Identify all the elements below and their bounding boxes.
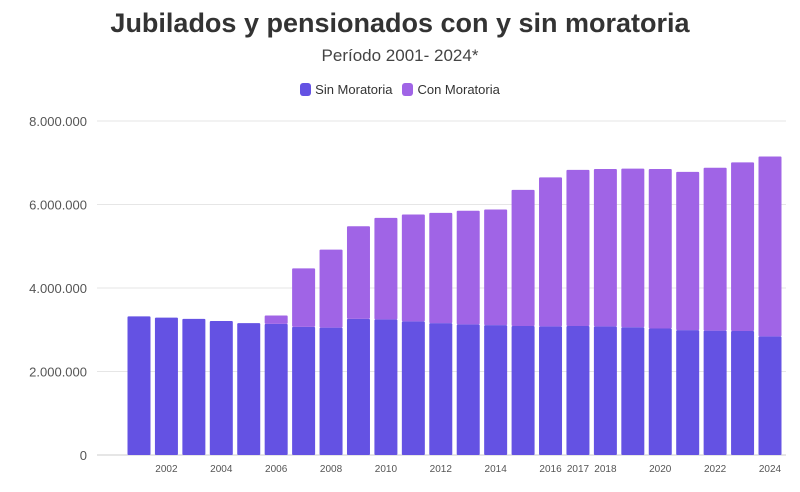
legend-swatch-con-moratoria [402, 83, 414, 96]
y-tick-label: 6.000.000 [29, 198, 87, 213]
bar-con-moratoria-2019 [621, 168, 645, 328]
bar-con-moratoria-2009 [346, 226, 370, 319]
chart-title: Jubilados y pensionados con y sin morato… [110, 8, 690, 38]
bar-sin-moratoria-2007 [292, 326, 316, 455]
y-tick-label: 4.000.000 [29, 281, 87, 296]
bar-con-moratoria-2012 [429, 212, 453, 324]
x-tick-label: 2008 [320, 464, 343, 475]
x-tick-label: 2002 [155, 464, 178, 475]
bar-sin-moratoria-2013 [456, 324, 480, 455]
bar-sin-moratoria-2016 [539, 326, 563, 455]
chart-subtitle: Período 2001- 2024* [321, 46, 479, 65]
x-tick-label: 2016 [539, 464, 562, 475]
legend-label-con-moratoria: Con Moratoria [417, 82, 500, 97]
bar-sin-moratoria-2004 [209, 320, 233, 455]
bar-sin-moratoria-2003 [182, 318, 206, 455]
bar-con-moratoria-2023 [731, 162, 755, 332]
bar-con-moratoria-2006 [264, 315, 288, 324]
legend-label-sin-moratoria: Sin Moratoria [315, 82, 393, 97]
bar-con-moratoria-2008 [319, 249, 343, 328]
bar-sin-moratoria-2020 [648, 328, 672, 455]
bar-sin-moratoria-2001 [127, 316, 151, 455]
bar-sin-moratoria-2011 [401, 321, 425, 455]
x-tick-label: 2006 [265, 464, 288, 475]
x-tick-label: 2012 [430, 464, 453, 475]
x-tick-label: 2022 [704, 464, 727, 475]
bar-con-moratoria-2022 [703, 167, 727, 331]
x-tick-label: 2018 [594, 464, 617, 475]
bar-sin-moratoria-2023 [731, 331, 755, 455]
bar-sin-moratoria-2014 [484, 325, 508, 455]
x-tick-label: 2014 [485, 464, 508, 475]
bar-con-moratoria-2021 [676, 171, 700, 331]
bar-con-moratoria-2020 [648, 169, 672, 329]
legend: Sin Moratoria Con Moratoria [0, 82, 800, 97]
y-tick-label: 0 [80, 448, 87, 463]
bar-sin-moratoria-2002 [154, 317, 178, 455]
bar-con-moratoria-2018 [593, 169, 617, 327]
bar-sin-moratoria-2019 [621, 327, 645, 455]
bar-con-moratoria-2010 [374, 217, 398, 320]
bar-sin-moratoria-2012 [429, 323, 453, 455]
bar-con-moratoria-2013 [456, 210, 480, 325]
legend-item-sin-moratoria: Sin Moratoria [300, 82, 392, 97]
x-tick-label: 2010 [375, 464, 398, 475]
bar-con-moratoria-2007 [292, 268, 316, 327]
bar-con-moratoria-2011 [401, 214, 425, 322]
y-tick-label: 2.000.000 [29, 365, 87, 380]
bar-con-moratoria-2016 [539, 177, 563, 327]
bar-sin-moratoria-2017 [566, 325, 590, 455]
bar-sin-moratoria-2006 [264, 323, 288, 455]
bar-sin-moratoria-2008 [319, 327, 343, 455]
bar-sin-moratoria-2018 [593, 326, 617, 455]
bar-sin-moratoria-2010 [374, 319, 398, 455]
bar-con-moratoria-2017 [566, 169, 590, 326]
bar-con-moratoria-2014 [484, 209, 508, 326]
x-tick-label: 2024 [759, 464, 782, 475]
bar-sin-moratoria-2005 [237, 323, 261, 455]
x-tick-label: 2017 [567, 464, 590, 475]
bar-con-moratoria-2015 [511, 189, 535, 326]
bar-sin-moratoria-2021 [676, 330, 700, 455]
bar-sin-moratoria-2009 [346, 318, 370, 455]
bar-con-moratoria-2024 [758, 156, 782, 337]
legend-swatch-sin-moratoria [300, 83, 312, 96]
x-tick-label: 2004 [210, 464, 233, 475]
x-tick-label: 2020 [649, 464, 672, 475]
y-tick-label: 8.000.000 [29, 114, 87, 129]
bar-sin-moratoria-2015 [511, 325, 535, 455]
bar-sin-moratoria-2024 [758, 336, 782, 455]
legend-item-con-moratoria: Con Moratoria [402, 82, 500, 97]
bar-sin-moratoria-2022 [703, 330, 727, 455]
